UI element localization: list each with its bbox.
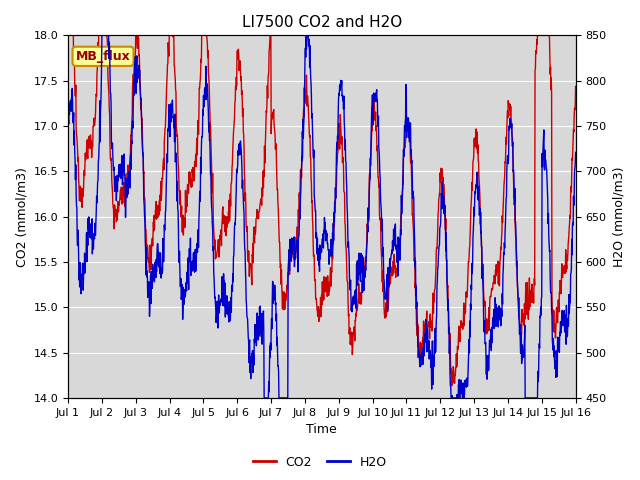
Legend: CO2, H2O: CO2, H2O xyxy=(248,451,392,474)
H2O xyxy=(64,128,72,133)
CO2 xyxy=(467,207,475,213)
H2O xyxy=(177,297,185,302)
H2O xyxy=(512,234,520,240)
Line: H2O: H2O xyxy=(68,36,575,398)
CO2 xyxy=(177,214,185,220)
Title: LI7500 CO2 and H2O: LI7500 CO2 and H2O xyxy=(242,15,402,30)
Y-axis label: H2O (mmol/m3): H2O (mmol/m3) xyxy=(612,167,625,267)
H2O xyxy=(165,102,173,108)
CO2 xyxy=(572,84,579,89)
CO2 xyxy=(448,383,456,389)
X-axis label: Time: Time xyxy=(307,423,337,436)
Line: CO2: CO2 xyxy=(68,36,575,386)
H2O xyxy=(234,148,242,154)
H2O xyxy=(467,282,475,288)
CO2 xyxy=(512,233,520,239)
H2O xyxy=(98,33,106,38)
Y-axis label: CO2 (mmol/m3): CO2 (mmol/m3) xyxy=(15,167,28,266)
H2O xyxy=(401,129,409,134)
CO2 xyxy=(234,52,241,58)
H2O xyxy=(260,395,268,401)
CO2 xyxy=(164,48,172,54)
CO2 xyxy=(64,33,72,38)
Text: MB_flux: MB_flux xyxy=(76,50,131,63)
CO2 xyxy=(401,145,408,151)
H2O xyxy=(572,149,579,155)
